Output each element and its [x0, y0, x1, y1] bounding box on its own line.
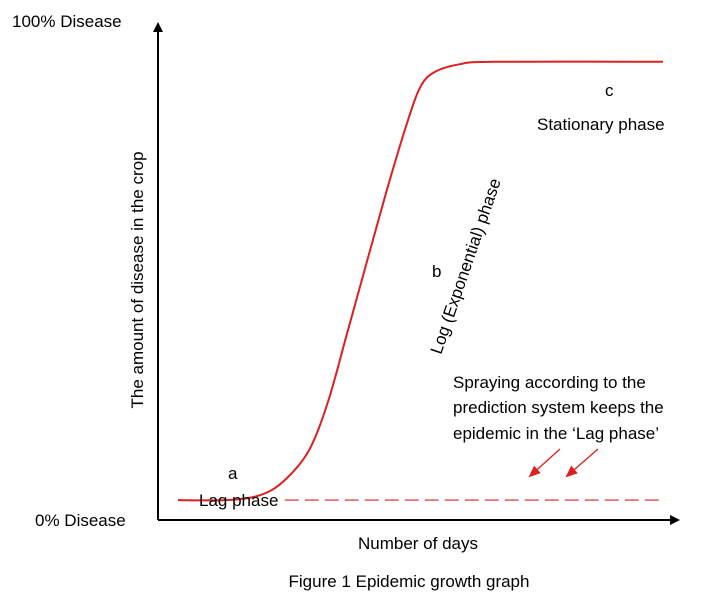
annotation-arrow-right: [565, 448, 599, 478]
phase-label-lag: Lag phase: [199, 491, 278, 510]
x-axis-title: Number of days: [358, 534, 478, 553]
figure-caption: Figure 1 Epidemic growth graph: [289, 572, 530, 591]
point-label-a: a: [228, 464, 238, 483]
point-label-c: c: [605, 81, 614, 100]
phase-label-stationary: Stationary phase: [537, 115, 665, 134]
y-bottom-label: 0% Disease: [35, 511, 126, 530]
series-epidemic-curve: [177, 60, 664, 502]
y-top-label: 100% Disease: [12, 12, 122, 31]
annotation-line-3: epidemic in the ‘Lag phase’: [453, 424, 659, 443]
y-axis-title: The amount of disease in the crop: [128, 151, 147, 408]
annotation-line-2: prediction system keeps the: [453, 398, 664, 417]
annotation-line-1: Spraying according to the: [453, 373, 646, 392]
point-label-b: b: [432, 262, 441, 281]
annotation-arrow-left: [528, 448, 561, 478]
